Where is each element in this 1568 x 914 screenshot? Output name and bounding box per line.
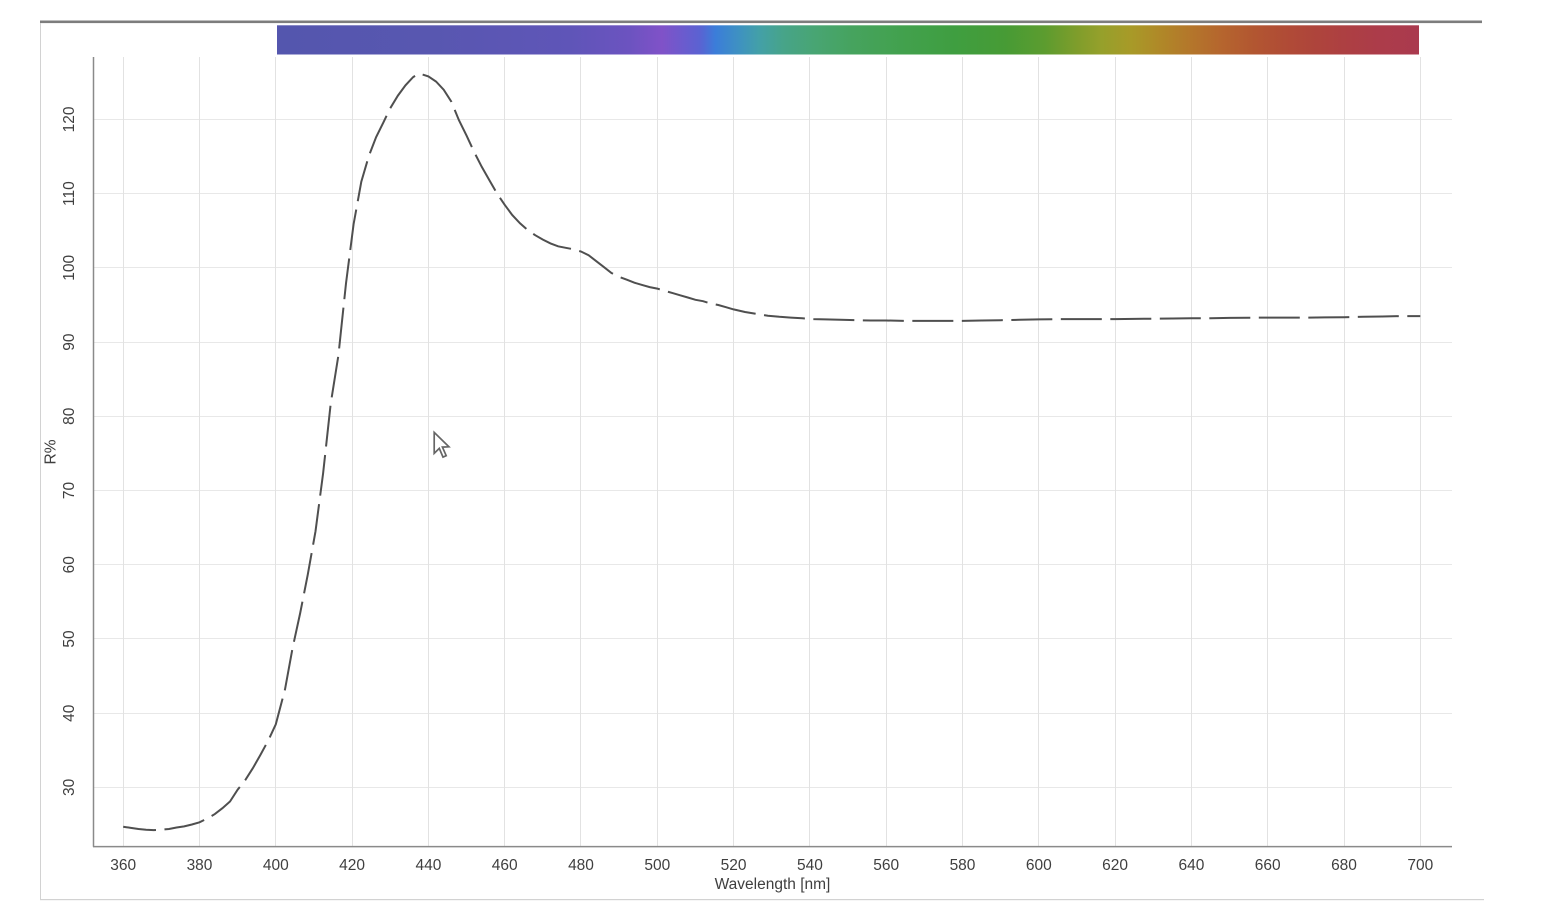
svg-text:40: 40 xyxy=(61,704,78,722)
svg-text:620: 620 xyxy=(1102,857,1128,874)
svg-text:380: 380 xyxy=(187,857,213,874)
svg-text:Wavelength [nm]: Wavelength [nm] xyxy=(715,876,831,893)
svg-text:600: 600 xyxy=(1026,857,1052,874)
svg-text:420: 420 xyxy=(339,857,365,874)
svg-text:50: 50 xyxy=(61,630,78,648)
svg-text:500: 500 xyxy=(644,857,670,874)
svg-text:480: 480 xyxy=(568,857,594,874)
svg-text:80: 80 xyxy=(61,407,78,425)
svg-text:640: 640 xyxy=(1178,857,1204,874)
svg-text:70: 70 xyxy=(61,482,78,500)
svg-text:680: 680 xyxy=(1331,857,1357,874)
svg-text:560: 560 xyxy=(873,857,899,874)
svg-text:540: 540 xyxy=(797,857,823,874)
svg-text:660: 660 xyxy=(1255,857,1281,874)
svg-text:400: 400 xyxy=(263,857,289,874)
svg-text:360: 360 xyxy=(110,857,136,874)
svg-text:60: 60 xyxy=(61,556,78,574)
svg-text:90: 90 xyxy=(61,333,78,351)
svg-text:110: 110 xyxy=(61,181,78,206)
svg-text:700: 700 xyxy=(1407,857,1433,874)
svg-text:R%: R% xyxy=(43,439,60,464)
svg-text:520: 520 xyxy=(721,857,747,874)
svg-text:440: 440 xyxy=(415,857,441,874)
svg-text:460: 460 xyxy=(492,857,518,874)
svg-text:100: 100 xyxy=(61,254,78,280)
svg-text:30: 30 xyxy=(61,778,78,796)
svg-text:120: 120 xyxy=(61,106,78,132)
svg-text:580: 580 xyxy=(950,857,976,874)
